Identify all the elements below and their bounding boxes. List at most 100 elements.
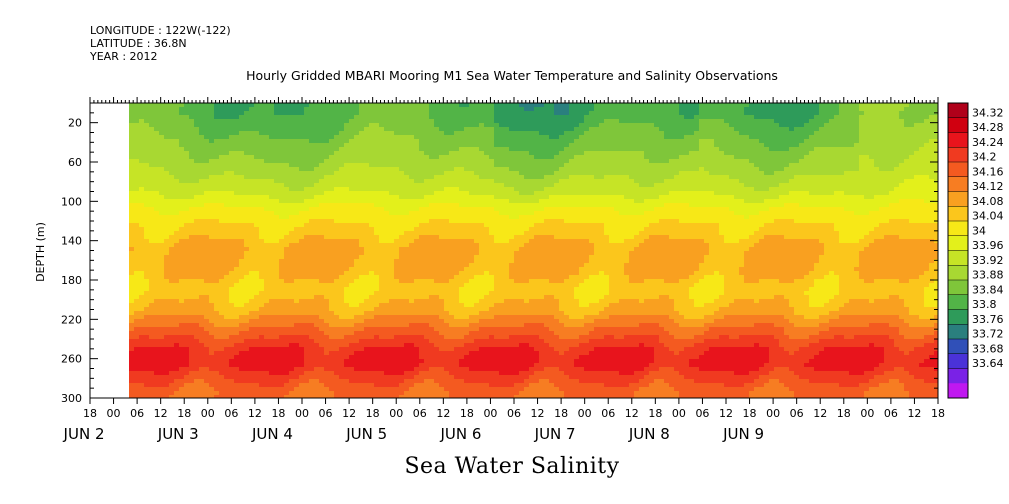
contour-cell <box>179 299 185 304</box>
contour-cell <box>424 347 430 352</box>
contour-cell <box>354 199 360 204</box>
contour-cell <box>224 123 230 128</box>
contour-cell <box>404 299 410 304</box>
contour-cell <box>259 243 265 248</box>
contour-cell <box>389 211 395 216</box>
contour-cell <box>214 107 220 112</box>
contour-cell <box>379 207 385 212</box>
contour-cell <box>344 115 350 120</box>
contour-cell <box>324 223 330 228</box>
contour-cell <box>234 111 240 116</box>
contour-cell <box>159 255 165 260</box>
contour-cell <box>179 267 185 272</box>
contour-cell <box>349 311 355 316</box>
contour-cell <box>259 195 265 200</box>
contour-cell <box>274 147 280 152</box>
contour-cell <box>279 283 285 288</box>
contour-cell <box>189 251 195 256</box>
contour-cell <box>209 247 215 252</box>
contour-cell <box>319 163 325 168</box>
contour-cell <box>164 375 170 380</box>
contour-cell <box>239 303 245 308</box>
contour-cell <box>149 267 155 272</box>
contour-cell <box>259 395 265 398</box>
contour-cell <box>369 187 375 192</box>
contour-cell <box>374 191 380 196</box>
contour-cell <box>459 387 465 392</box>
contour-cell <box>219 235 225 240</box>
contour-cell <box>219 287 225 292</box>
contour-cell <box>134 259 140 264</box>
contour-cell <box>179 235 185 240</box>
contour-cell <box>444 319 450 324</box>
contour-cell <box>134 271 140 276</box>
contour-cell <box>404 171 410 176</box>
contour-cell <box>239 291 245 296</box>
contour-cell <box>229 319 235 324</box>
contour-cell <box>199 215 205 220</box>
contour-cell <box>279 299 285 304</box>
contour-cell <box>149 235 155 240</box>
contour-cell <box>404 107 410 112</box>
contour-cell <box>424 279 430 284</box>
contour-cell <box>359 303 365 308</box>
contour-cell <box>194 291 200 296</box>
contour-cell <box>294 187 300 192</box>
contour-cell <box>184 175 190 180</box>
contour-cell <box>359 115 365 120</box>
contour-cell <box>454 191 460 196</box>
contour-cell <box>299 351 305 356</box>
contour-cell <box>254 295 260 300</box>
contour-cell <box>234 235 240 240</box>
contour-cell <box>354 395 360 398</box>
contour-cell <box>244 119 250 124</box>
contour-cell <box>354 127 360 132</box>
contour-cell <box>434 383 440 388</box>
contour-cell <box>439 155 445 160</box>
contour-cell <box>389 155 395 160</box>
contour-cell <box>324 119 330 124</box>
contour-cell <box>244 367 250 372</box>
contour-cell <box>319 287 325 292</box>
contour-cell <box>169 383 175 388</box>
contour-cell <box>434 119 440 124</box>
contour-cell <box>254 375 260 380</box>
contour-cell <box>399 371 405 376</box>
contour-cell <box>194 139 200 144</box>
contour-cell <box>229 191 235 196</box>
contour-cell <box>404 223 410 228</box>
contour-cell <box>219 339 225 344</box>
contour-cell <box>164 259 170 264</box>
contour-cell <box>249 303 255 308</box>
contour-cell <box>409 383 415 388</box>
contour-cell <box>274 255 280 260</box>
contour-cell <box>149 171 155 176</box>
contour-cell <box>164 383 170 388</box>
contour-cell <box>429 183 435 188</box>
contour-cell <box>324 243 330 248</box>
contour-cell <box>229 155 235 160</box>
contour-cell <box>249 387 255 392</box>
contour-cell <box>374 159 380 164</box>
contour-cell <box>394 183 400 188</box>
contour-cell <box>409 335 415 340</box>
contour-cell <box>264 219 270 224</box>
contour-cell <box>194 239 200 244</box>
contour-cell <box>459 351 465 356</box>
contour-cell <box>164 127 170 132</box>
contour-cell <box>314 343 320 348</box>
contour-cell <box>279 159 285 164</box>
contour-cell <box>139 151 145 156</box>
contour-cell <box>454 387 460 392</box>
contour-cell <box>219 251 225 256</box>
contour-cell <box>414 231 420 236</box>
contour-cell <box>434 343 440 348</box>
contour-cell <box>364 323 370 328</box>
contour-cell <box>259 207 265 212</box>
contour-cell <box>319 263 325 268</box>
contour-cell <box>169 379 175 384</box>
contour-cell <box>429 211 435 216</box>
contour-cell <box>174 323 180 328</box>
contour-cell <box>344 303 350 308</box>
contour-cell <box>409 247 415 252</box>
